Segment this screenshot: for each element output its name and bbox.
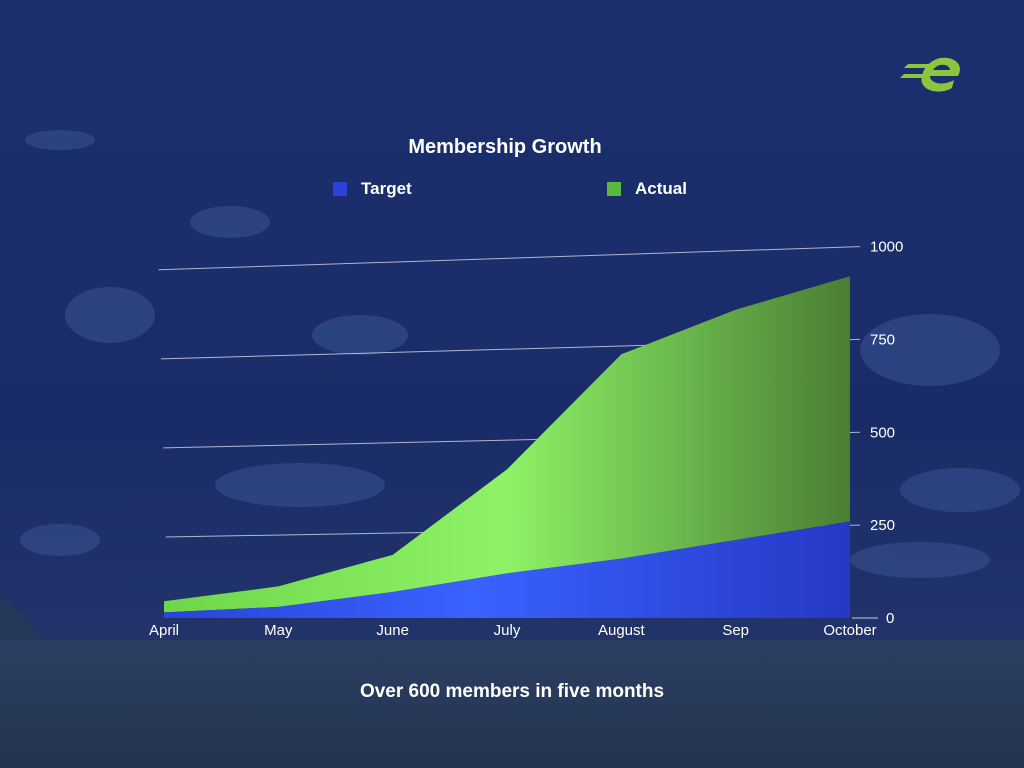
y-tick-label-0: 0: [886, 610, 894, 627]
x-tick-label-july: July: [494, 622, 521, 639]
legend-item-target: Target: [333, 179, 412, 199]
x-tick-label-sep: Sep: [722, 622, 749, 639]
chart-caption: Over 600 members in five months: [359, 681, 665, 702]
x-tick-label-june: June: [376, 622, 409, 639]
legend-item-actual: Actual: [607, 179, 687, 199]
e-logo-icon: [900, 57, 960, 92]
y-tick-label-1000: 1000: [870, 239, 903, 256]
x-tick-label-april: April: [149, 622, 179, 639]
series-area-target: [164, 521, 850, 618]
chart-title: Membership Growth: [408, 136, 602, 158]
legend-swatch-actual: [607, 182, 621, 196]
y-tick-label-250: 250: [870, 517, 895, 534]
legend-swatch-target: [333, 182, 347, 196]
x-tick-label-october: October: [823, 622, 876, 639]
series-area-actual: [164, 276, 850, 613]
y-tick-label-750: 750: [870, 331, 895, 348]
legend-label-actual: Actual: [635, 179, 687, 198]
x-tick-label-may: May: [264, 622, 293, 639]
legend-label-target: Target: [361, 179, 412, 198]
gridline-1000: [158, 246, 861, 271]
y-tick-label-500: 500: [870, 424, 895, 441]
x-tick-label-august: August: [598, 622, 646, 639]
